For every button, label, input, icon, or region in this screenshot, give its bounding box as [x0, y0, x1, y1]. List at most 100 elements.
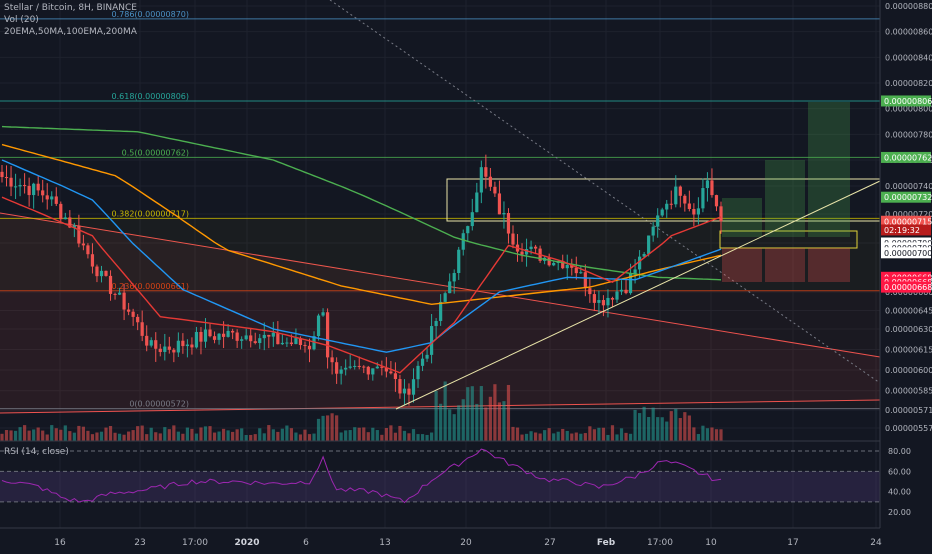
volume-bar: [624, 432, 628, 441]
volume-bar: [13, 430, 18, 441]
price-axis-label: 0.00000557: [885, 424, 932, 433]
candle-body: [443, 293, 447, 302]
price-axis-label: 0.00000615: [885, 346, 932, 355]
volume-bar: [86, 430, 90, 441]
candle-body: [425, 354, 429, 359]
candle-body: [140, 322, 144, 336]
candle-body: [104, 270, 108, 276]
candle-body: [99, 270, 104, 277]
ma200-line: [1, 125, 722, 281]
candle-body: [647, 235, 651, 254]
candle-body: [194, 331, 199, 348]
candle-body: [348, 366, 352, 368]
volume-bar: [457, 405, 461, 441]
volume-bar: [41, 430, 45, 441]
candle-body: [267, 334, 271, 337]
price-tag-label: 0.00000732: [884, 193, 932, 202]
candle-body: [167, 346, 171, 350]
candle-body: [475, 192, 479, 213]
candle-body: [624, 289, 628, 294]
candle-body: [231, 330, 235, 333]
rsi-axis-label: 80.00: [888, 447, 911, 456]
candle-body: [615, 291, 619, 300]
volume-bar: [579, 433, 583, 441]
candle-body: [158, 348, 162, 352]
volume-bar: [122, 434, 126, 441]
price-axis-label: 0.00000630: [885, 325, 932, 334]
candle-body: [36, 183, 40, 191]
volume-bar: [217, 431, 221, 441]
candle-body: [122, 292, 126, 310]
volume-bar: [4, 430, 9, 441]
candle-body: [325, 312, 330, 358]
volume-bars: [0, 381, 723, 441]
candle-body: [54, 196, 58, 204]
volume-bar: [113, 432, 117, 441]
price-tag: [881, 281, 931, 293]
candle-body: [176, 340, 180, 353]
candle-body: [45, 195, 49, 200]
volume-bar: [258, 428, 262, 441]
candle-body: [221, 333, 226, 337]
volume-bar: [642, 406, 646, 441]
volume-bar: [479, 386, 483, 441]
candles: [0, 154, 723, 406]
candle-body: [597, 300, 601, 303]
candle-body: [461, 233, 465, 250]
time-axis-label: 6: [303, 538, 309, 548]
candle-body: [18, 185, 22, 187]
candle-body: [81, 243, 85, 246]
candle-body: [665, 203, 669, 210]
volume-bar: [416, 434, 420, 441]
volume-bar: [502, 401, 506, 441]
volume-bar: [298, 434, 303, 441]
volume-bar: [475, 403, 479, 441]
candle-body: [127, 309, 131, 312]
candle-body: [90, 254, 95, 267]
candle-body: [271, 332, 275, 337]
price-tag-label: 0.00000668: [884, 283, 932, 292]
volume-bar: [448, 409, 452, 441]
rsi-band: [0, 471, 880, 502]
candle-body: [402, 388, 407, 394]
entry-box: [719, 230, 858, 249]
volume-bar: [429, 432, 434, 441]
volume-bar: [181, 433, 185, 441]
volume-legend: Vol (20): [4, 15, 39, 25]
price-axis-label: 0.00000645: [885, 307, 932, 316]
volume-bar: [674, 408, 678, 441]
volume-bar: [99, 431, 104, 441]
target-zone: [722, 198, 762, 237]
time-axis-label: 16: [54, 538, 66, 548]
volume-bar: [484, 407, 488, 441]
candle-body: [669, 203, 673, 205]
volume-bar: [23, 425, 27, 441]
volume-bar: [294, 432, 298, 441]
candle-body: [366, 366, 370, 375]
volume-bar: [18, 427, 22, 441]
price-tag-label: 02:19:32: [884, 226, 920, 235]
volume-bar: [249, 434, 253, 441]
fib-level-label: 0.236(0.00000661): [112, 282, 190, 291]
candle-body: [393, 373, 398, 380]
candle-body: [149, 340, 153, 346]
candle-body: [72, 225, 76, 228]
candle-body: [136, 316, 140, 323]
volume-bar: [50, 425, 54, 441]
candle-body: [253, 341, 257, 344]
volume-bar: [628, 433, 633, 441]
price-axis-label: 0.00000571: [885, 406, 932, 415]
volume-bar: [592, 429, 596, 441]
volume-bar: [231, 431, 235, 441]
candle-body: [683, 195, 687, 204]
candle-body: [570, 264, 574, 268]
volume-bar: [167, 429, 171, 441]
rsi-axis-label: 40.00: [888, 488, 911, 497]
candle-body: [50, 196, 54, 200]
candle-body: [41, 190, 45, 196]
candle-body: [656, 215, 660, 227]
volume-bar: [520, 434, 524, 441]
rsi-line: [1, 448, 722, 504]
